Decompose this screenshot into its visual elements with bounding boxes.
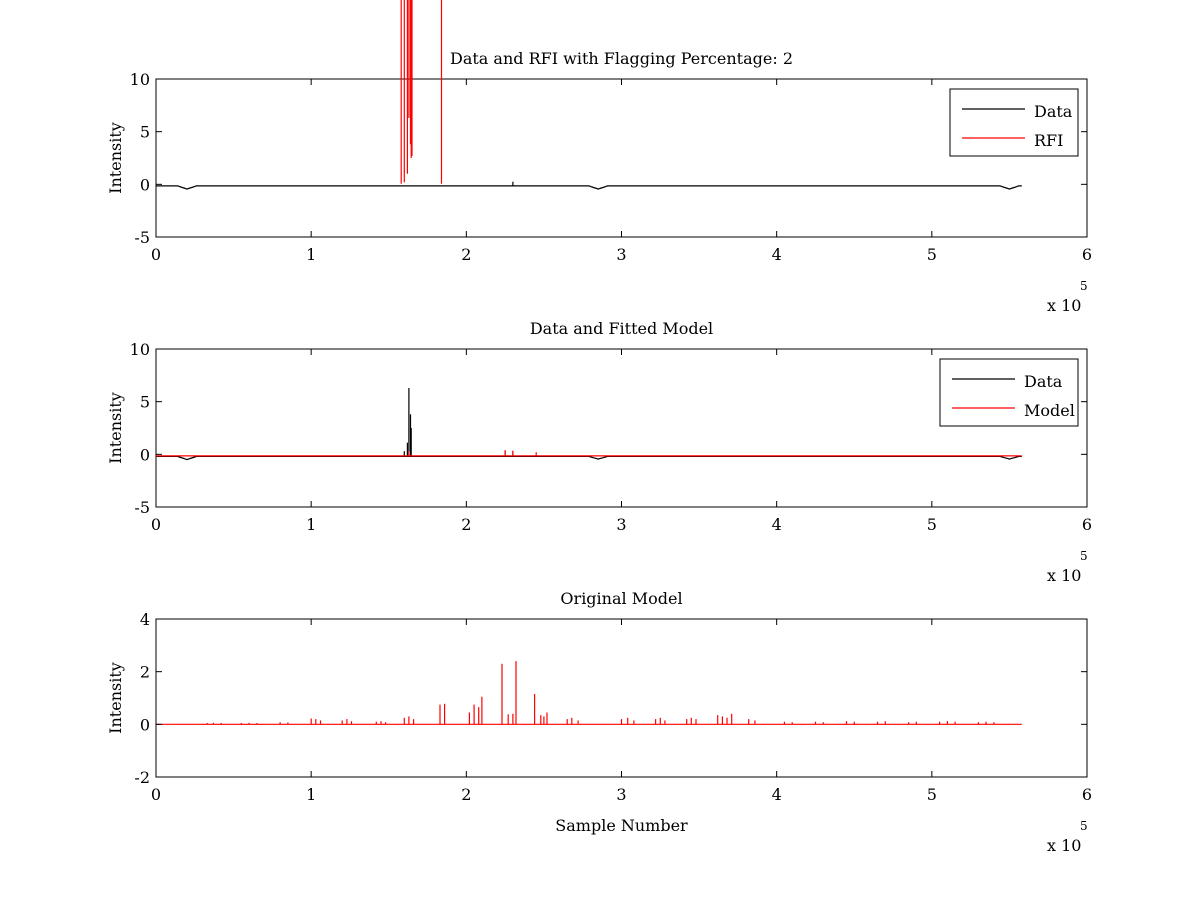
series-rfi-2 bbox=[401, 0, 443, 184]
x-tick-label: 5 bbox=[927, 785, 937, 804]
legend: Data Model bbox=[939, 358, 1079, 427]
x-tick-label: 4 bbox=[772, 515, 782, 534]
y-tick-label: 5 bbox=[140, 123, 150, 142]
y-axis-label: Intensity bbox=[106, 662, 125, 734]
x-tick-label: 5 bbox=[927, 245, 937, 264]
legend-label: Data bbox=[1024, 372, 1063, 391]
y-tick-label: 0 bbox=[140, 715, 150, 734]
x-tick-label: 1 bbox=[306, 785, 316, 804]
y-tick-label: 4 bbox=[140, 610, 150, 629]
y-tick-label: -2 bbox=[134, 768, 150, 787]
x-tick-label: 6 bbox=[1082, 785, 1092, 804]
series-data-1 bbox=[156, 181, 1022, 190]
y-tick-label: 0 bbox=[140, 175, 150, 194]
y-tick-label: 2 bbox=[140, 663, 150, 682]
x-tick-label: 4 bbox=[772, 785, 782, 804]
legend: Data RFI bbox=[949, 88, 1079, 157]
y-tick-label: -5 bbox=[134, 228, 150, 247]
x-multiplier: x 10 bbox=[1047, 566, 1081, 585]
legend-label: Model bbox=[1024, 401, 1075, 420]
y-tick-label: 10 bbox=[130, 70, 150, 89]
chart-title: Data and RFI with Flagging Percentage: 2 bbox=[450, 49, 793, 68]
x-tick-label: 6 bbox=[1082, 245, 1092, 264]
plot-area bbox=[155, 618, 1088, 778]
series-model-2 bbox=[156, 450, 1022, 457]
x-tick-label: 4 bbox=[772, 245, 782, 264]
y-tick-label: 5 bbox=[140, 393, 150, 412]
x-multiplier: x 10 bbox=[1047, 836, 1081, 855]
chart-title: Data and Fitted Model bbox=[530, 319, 713, 338]
x-tick-label: 2 bbox=[461, 245, 471, 264]
legend-label: Data bbox=[1034, 102, 1073, 121]
series-line bbox=[156, 185, 1022, 190]
y-tick-label: 0 bbox=[140, 445, 150, 464]
x-tick-label: 1 bbox=[306, 245, 316, 264]
x-multiplier: x 10 bbox=[1047, 296, 1081, 315]
plot-area bbox=[155, 348, 1088, 508]
y-tick-label: 10 bbox=[130, 340, 150, 359]
x-tick-label: 0 bbox=[151, 515, 161, 534]
x-axis-label: Sample Number bbox=[555, 816, 688, 835]
x-tick-label: 1 bbox=[306, 515, 316, 534]
x-tick-label: 2 bbox=[461, 785, 471, 804]
x-tick-label: 0 bbox=[151, 785, 161, 804]
legend-label: RFI bbox=[1034, 131, 1063, 150]
x-tick-label: 6 bbox=[1082, 515, 1092, 534]
x-tick-label: 2 bbox=[461, 515, 471, 534]
x-tick-label: 3 bbox=[616, 785, 626, 804]
y-axis-label: Intensity bbox=[106, 392, 125, 464]
y-axis-label: Intensity bbox=[106, 122, 125, 194]
x-multiplier-exponent: 5 bbox=[1080, 819, 1088, 833]
legend-box bbox=[939, 358, 1079, 427]
series-model-1 bbox=[156, 661, 1022, 725]
y-tick-label: -5 bbox=[134, 498, 150, 517]
x-multiplier-exponent: 5 bbox=[1080, 279, 1088, 293]
x-tick-label: 3 bbox=[616, 245, 626, 264]
plot-area bbox=[155, 78, 1088, 238]
x-tick-label: 0 bbox=[151, 245, 161, 264]
x-tick-label: 5 bbox=[927, 515, 937, 534]
x-multiplier-exponent: 5 bbox=[1080, 549, 1088, 563]
x-tick-label: 3 bbox=[616, 515, 626, 534]
chart-title: Original Model bbox=[560, 589, 682, 608]
legend-box bbox=[949, 88, 1079, 157]
